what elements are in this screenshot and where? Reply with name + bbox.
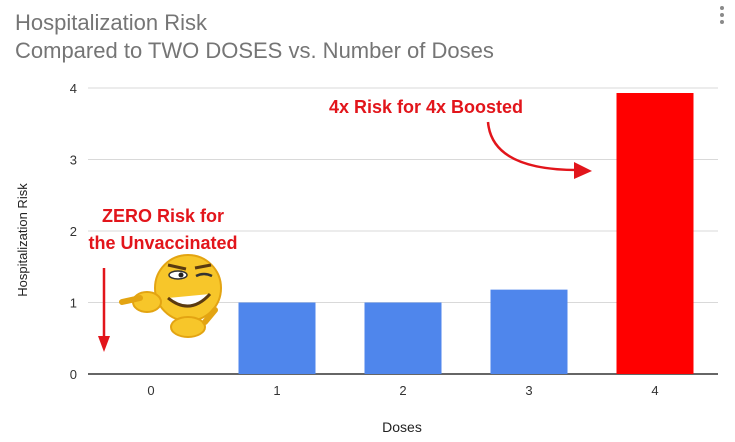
x-tick-label: 0 <box>147 383 154 398</box>
more-vert-icon[interactable] <box>717 6 727 28</box>
bar-1[interactable] <box>238 302 316 375</box>
chart-title: Hospitalization Risk <box>15 10 207 35</box>
y-tick-label: 4 <box>70 81 77 96</box>
y-tick-labels: 0 1 2 3 4 <box>70 81 77 382</box>
y-tick-label: 0 <box>70 367 77 382</box>
y-tick-label: 1 <box>70 296 77 311</box>
bar-2[interactable] <box>364 302 442 375</box>
curved-arrow-icon <box>486 121 592 179</box>
annotation-4x-risk: 4x Risk for 4x Boosted <box>329 97 523 117</box>
bars <box>238 93 694 375</box>
annotation-zero-risk-line1: ZERO Risk for <box>102 206 224 226</box>
y-tick-label: 2 <box>70 224 77 239</box>
x-axis-label: Doses <box>382 419 422 435</box>
chart-subtitle: Compared to TWO DOSES vs. Number of Dose… <box>15 38 494 63</box>
bar-4[interactable] <box>616 93 694 374</box>
down-arrow-icon <box>98 268 110 352</box>
y-tick-label: 3 <box>70 153 77 168</box>
x-tick-label: 3 <box>525 383 532 398</box>
y-axis-label: Hospitalization Risk <box>15 183 30 297</box>
winking-emoji-icon <box>119 254 222 338</box>
x-tick-label: 2 <box>399 383 406 398</box>
annotation-zero-risk-line2: the Unvaccinated <box>88 233 237 253</box>
bar-3[interactable] <box>490 289 568 374</box>
x-tick-label: 1 <box>273 383 280 398</box>
x-tick-labels: 0 1 2 3 4 <box>147 383 658 398</box>
x-tick-label: 4 <box>651 383 658 398</box>
